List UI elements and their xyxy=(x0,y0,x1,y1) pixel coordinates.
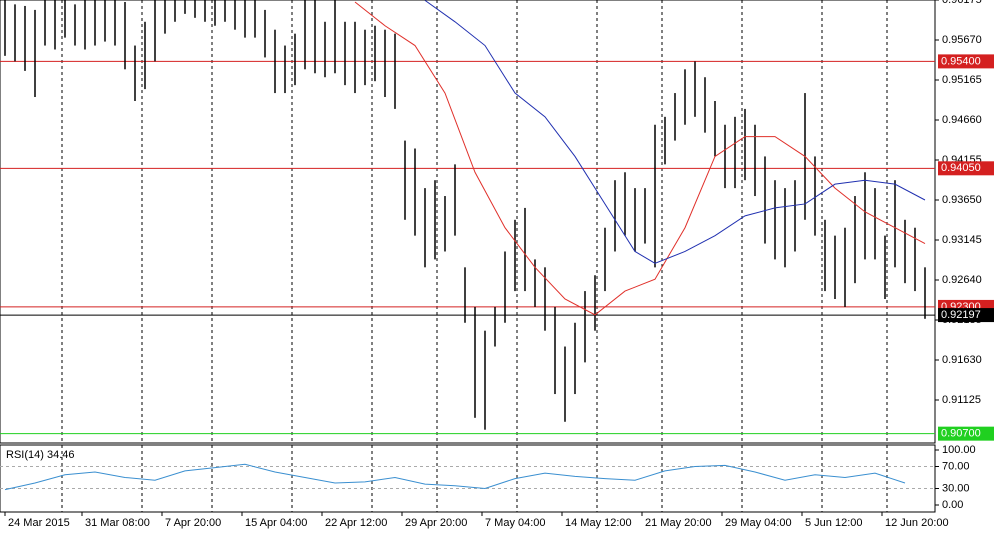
y-tick-label: 0.95670 xyxy=(942,34,982,46)
rsi-y-tick-label: 70.00 xyxy=(942,460,970,472)
rsi-y-tick-label: 100.00 xyxy=(942,444,976,456)
x-tick-label: 12 Jun 20:00 xyxy=(885,517,949,529)
rsi-label: RSI(14) 34.46 xyxy=(6,449,74,461)
moving-average xyxy=(354,1,926,316)
level-label: 0.92197 xyxy=(941,309,981,321)
level-tag xyxy=(938,426,994,441)
main-panel xyxy=(0,0,936,444)
y-tick-label: 0.94660 xyxy=(942,114,982,126)
x-tick-label: 5 Jun 12:00 xyxy=(805,517,863,529)
level-label: 0.94050 xyxy=(941,162,981,174)
level-label: 0.95400 xyxy=(941,55,981,67)
x-tick-label: 14 May 12:00 xyxy=(565,517,632,529)
level-tag xyxy=(938,161,994,176)
level-tag xyxy=(938,54,994,69)
x-tick-label: 7 May 04:00 xyxy=(485,517,546,529)
y-tick-label: 0.92640 xyxy=(942,274,982,286)
moving-average xyxy=(424,0,926,264)
y-tick-label: 0.91125 xyxy=(942,394,981,406)
level-tag xyxy=(938,308,994,323)
x-tick-label: 21 May 20:00 xyxy=(645,517,712,529)
x-tick-label: 22 Apr 12:00 xyxy=(325,517,387,529)
y-tick-label: 0.91630 xyxy=(942,354,982,366)
x-tick-label: 24 Mar 2015 xyxy=(8,517,70,529)
rsi-y-tick-label: 0.00 xyxy=(942,499,963,511)
x-tick-label: 29 May 04:00 xyxy=(725,517,792,529)
rsi-line xyxy=(4,463,906,491)
y-tick-label: 0.95165 xyxy=(942,74,982,86)
x-tick-label: 29 Apr 20:00 xyxy=(405,517,467,529)
y-tick-label: 0.96175 xyxy=(942,0,982,6)
level-label: 0.90700 xyxy=(941,428,981,440)
x-tick-label: 31 Mar 08:00 xyxy=(85,517,150,529)
x-tick-label: 15 Apr 04:00 xyxy=(245,517,307,529)
x-tick-label: 7 Apr 20:00 xyxy=(165,517,221,529)
y-tick-label: 0.93650 xyxy=(942,194,982,206)
rsi-y-tick-label: 30.00 xyxy=(942,482,970,494)
y-tick-label: 0.93145 xyxy=(942,234,982,246)
